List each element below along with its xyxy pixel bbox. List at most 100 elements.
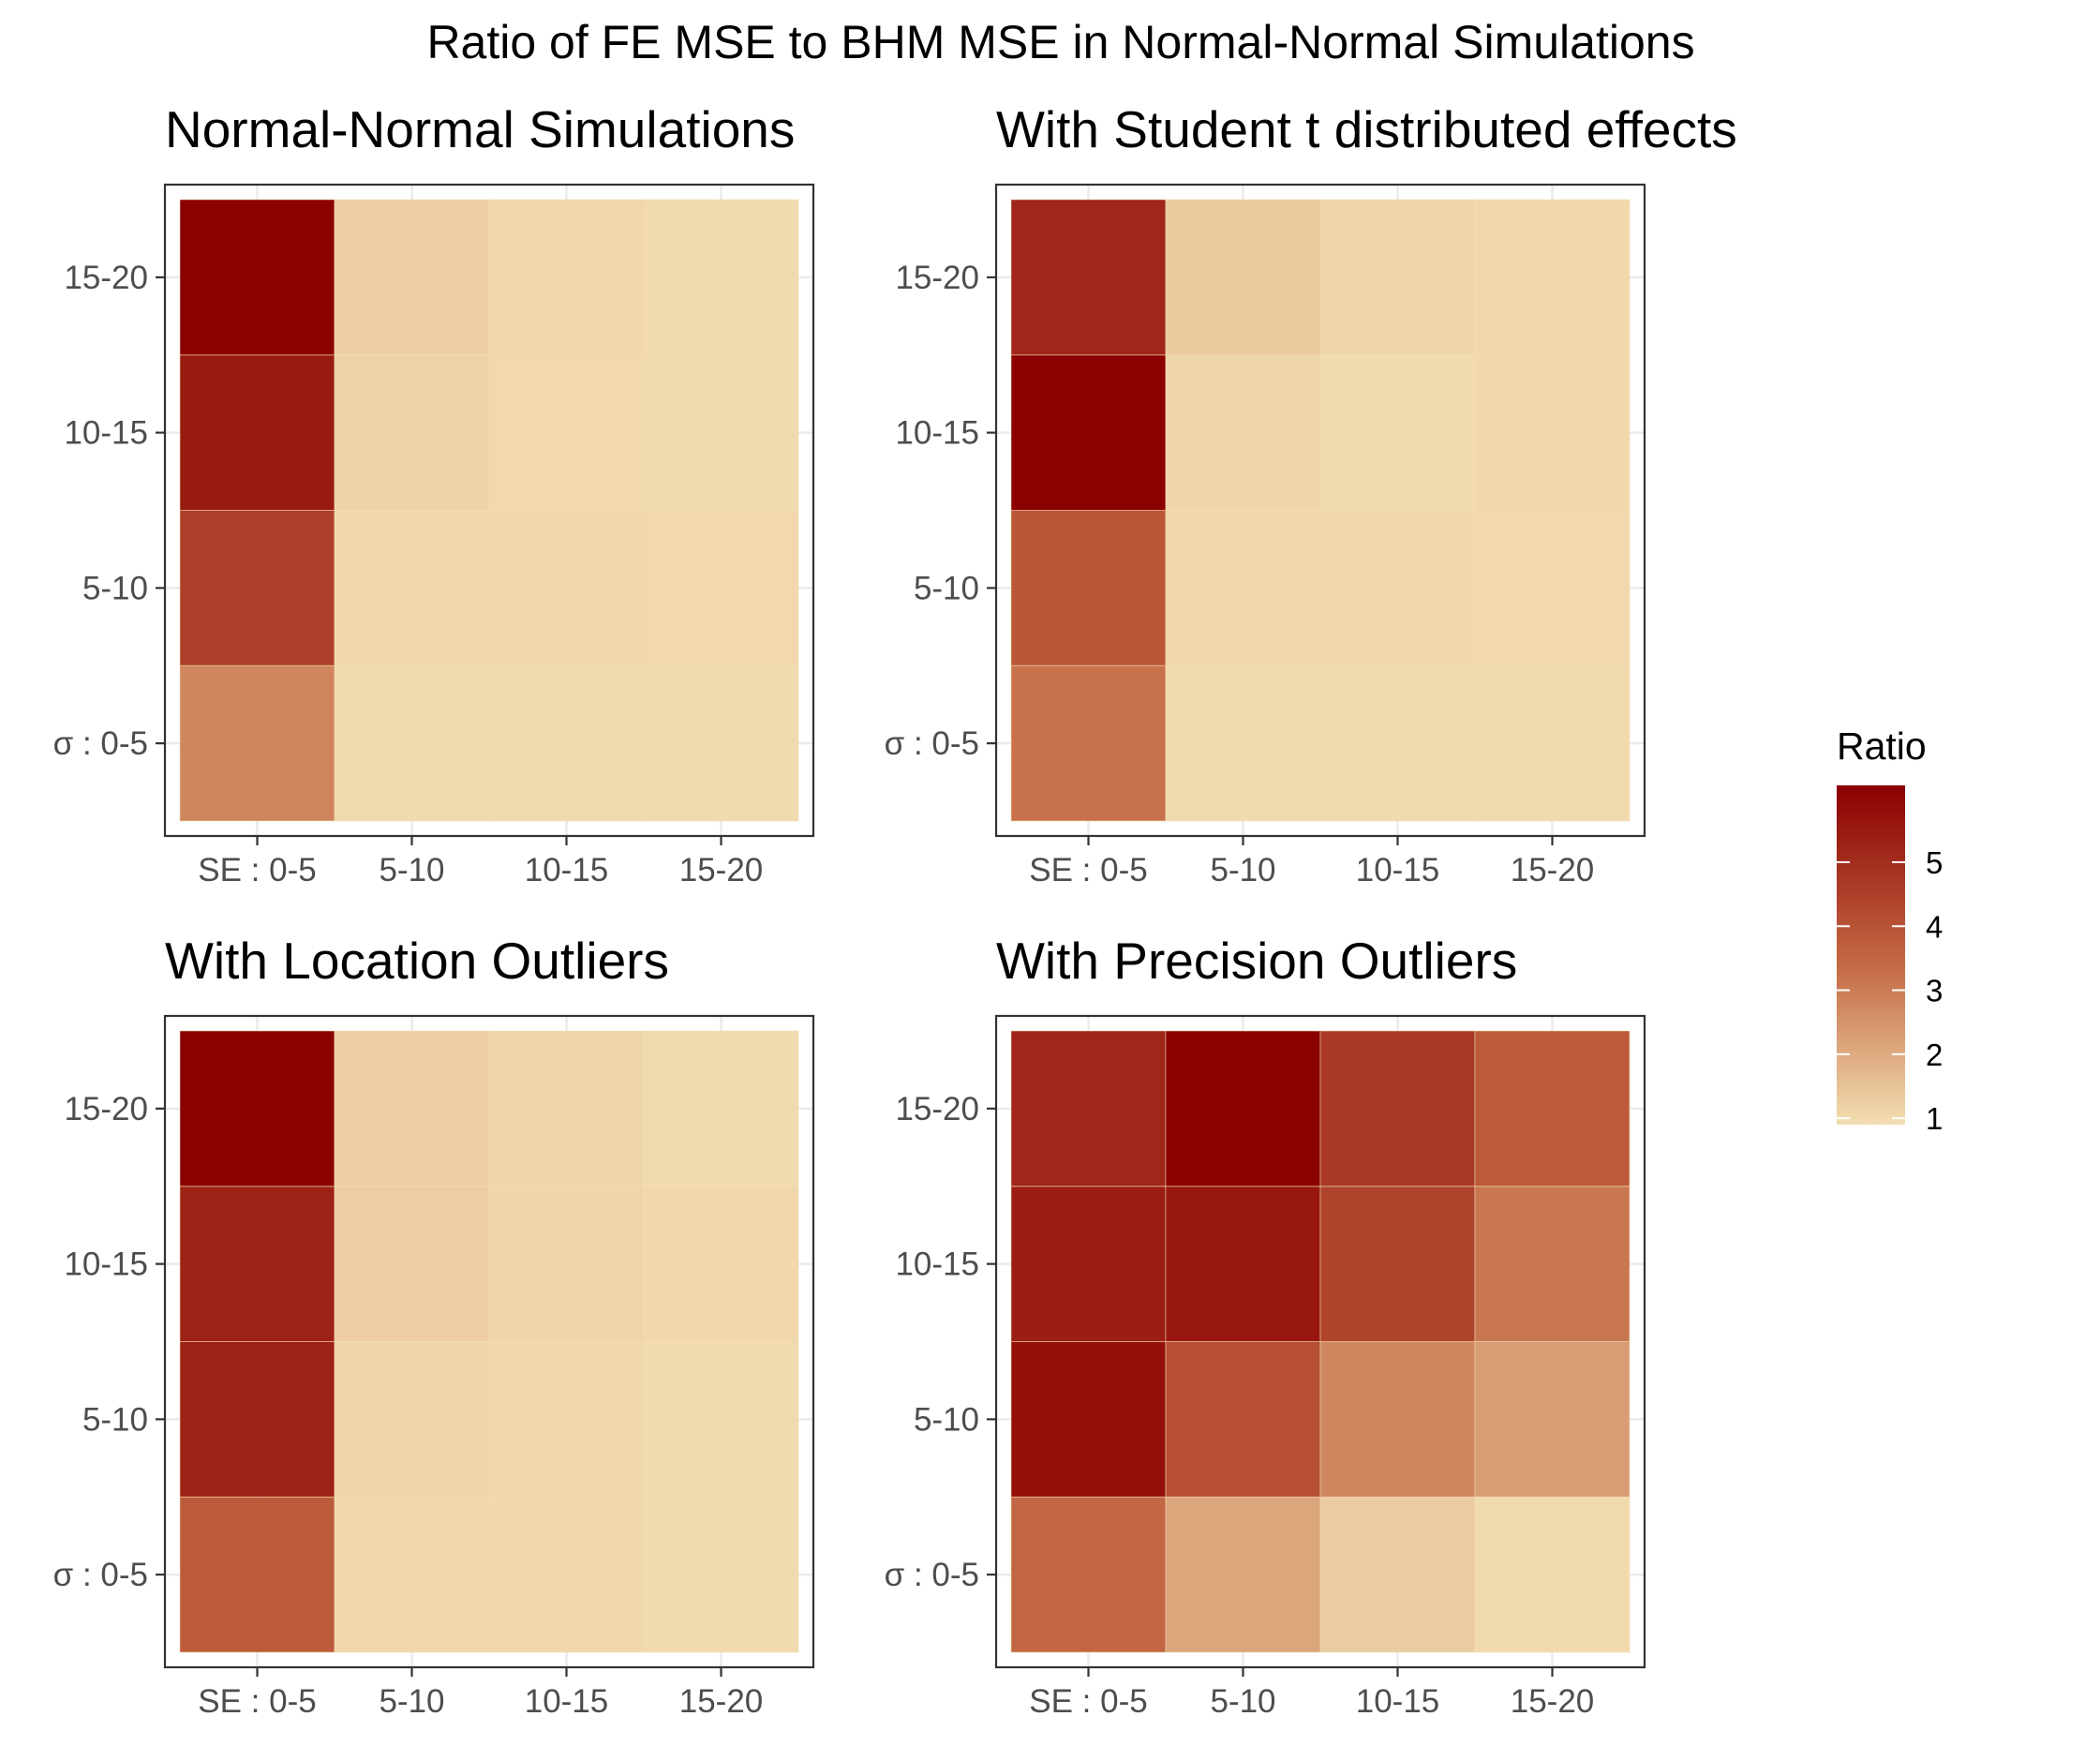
heatmap-cell: [334, 1341, 490, 1498]
heatmap-cell: [1010, 1341, 1167, 1498]
heatmap-cell: [1010, 510, 1167, 666]
heatmap-cell: [643, 1341, 799, 1498]
heatmap-cell: [1474, 1341, 1631, 1498]
y-tick-label: σ : 0-5: [53, 1557, 148, 1593]
y-tick-label: 15-20: [895, 1091, 979, 1127]
x-tick-label: SE : 0-5: [1029, 1683, 1147, 1720]
heatmap-cell: [1319, 199, 1476, 356]
x-tick-label: 10-15: [1356, 1683, 1440, 1720]
heatmap-cell: [334, 664, 490, 822]
heatmap-cell: [334, 1186, 490, 1342]
x-tick-label: 15-20: [679, 852, 764, 888]
heatmap-cell: [488, 1496, 645, 1653]
panel-title: With Student t distributed effects: [996, 100, 1737, 158]
y-tick-label: 10-15: [64, 1246, 148, 1283]
panel-title: With Location Outliers: [165, 932, 669, 990]
heatmap-cell: [488, 1186, 645, 1342]
panel-2: With Student t distributed effects SE : 0…: [885, 100, 1737, 888]
heatmap-cell: [488, 664, 645, 822]
heatmap-cell: [179, 1030, 335, 1187]
heatmap-cell: [1474, 354, 1631, 511]
panel-frame: [994, 183, 1646, 838]
heatmap-cell: [1165, 1186, 1321, 1342]
heatmap-cell: [1165, 199, 1321, 356]
heatmap-cell: [1319, 510, 1476, 666]
heatmap-cell: [334, 199, 490, 356]
heatmap-cell: [1010, 664, 1167, 822]
heatmap-cell: [643, 199, 799, 356]
heatmap-cell: [1319, 1030, 1476, 1187]
panel-title: With Precision Outliers: [996, 932, 1517, 990]
heatmap-cell: [1474, 199, 1631, 356]
heatmap-cell: [488, 1341, 645, 1498]
heatmap-cell: [179, 1341, 335, 1498]
heatmap-cell: [334, 354, 490, 511]
heatmap-cell: [179, 664, 335, 822]
x-tick-label: 10-15: [1356, 852, 1440, 888]
heatmap-cell: [643, 1030, 799, 1187]
y-tick-label: σ : 0-5: [53, 725, 148, 762]
heatmap-cell: [1010, 354, 1167, 511]
heatmap-cell: [1474, 664, 1631, 822]
legend-colorbar: [1837, 785, 1905, 1125]
heatmap-cell: [179, 1496, 335, 1653]
heatmap-cell: [1319, 1496, 1476, 1653]
x-tick-label: 5-10: [1210, 852, 1275, 888]
y-tick-label: 15-20: [895, 260, 979, 296]
heatmap-cell: [643, 354, 799, 511]
legend-break-label: 3: [1926, 974, 1943, 1008]
y-tick-label: 15-20: [64, 1091, 148, 1127]
heatmap-cell: [1165, 664, 1321, 822]
heatmap-cell: [488, 199, 645, 356]
x-tick-label: 15-20: [1511, 852, 1595, 888]
x-tick-label: SE : 0-5: [198, 852, 316, 888]
panel-frame: [163, 1014, 815, 1669]
heatmap-cell: [334, 510, 490, 666]
heatmap-cell: [1474, 1186, 1631, 1342]
panel-frame: [163, 183, 815, 838]
heatmap-cell: [643, 1186, 799, 1342]
heatmap-cell: [643, 1496, 799, 1653]
y-tick-label: 10-15: [895, 1246, 979, 1283]
legend-title: Ratio: [1837, 724, 1927, 768]
x-tick-label: 15-20: [679, 1683, 764, 1720]
heatmap-cell: [334, 1030, 490, 1187]
panels-group: Normal-Normal Simulations SE : 0-5 5-10 10-…: [53, 100, 1737, 1720]
heatmap-cell: [1319, 354, 1476, 511]
y-tick-label: 10-15: [64, 415, 148, 452]
legend-break-label: 4: [1926, 909, 1943, 944]
x-tick-label: SE : 0-5: [198, 1683, 316, 1720]
heatmap-cell: [179, 1186, 335, 1342]
figure-title: Ratio of FE MSE to BHM MSE in Normal-Nor…: [426, 16, 1694, 68]
panel-4: With Precision Outliers SE : 0-5 5-10 10-15…: [885, 932, 1646, 1720]
panel-frame: [994, 1014, 1646, 1669]
x-tick-label: 5-10: [379, 1683, 444, 1720]
heatmap-cell: [1165, 1030, 1321, 1187]
heatmap-cell: [1010, 1496, 1167, 1653]
heatmap-cell: [1010, 199, 1167, 356]
x-tick-label: 5-10: [1210, 1683, 1275, 1720]
y-tick-label: 5-10: [914, 570, 979, 606]
legend: Ratio 1 2 3 4 5: [1837, 724, 1943, 1136]
legend-break-label: 5: [1926, 845, 1943, 880]
y-tick-label: 5-10: [82, 570, 148, 606]
heatmap-cell: [179, 510, 335, 666]
heatmap-cell: [643, 664, 799, 822]
heatmap-cell: [1319, 1186, 1476, 1342]
heatmap-cell: [488, 1030, 645, 1187]
heatmap-cell: [179, 199, 335, 356]
heatmap-cell: [1474, 1030, 1631, 1187]
heatmap-cell: [1165, 1341, 1321, 1498]
heatmap-cell: [179, 354, 335, 511]
panel-3: With Location Outliers SE : 0-5 5-10 10-15 1…: [53, 932, 815, 1720]
legend-break-label: 1: [1926, 1101, 1943, 1136]
x-tick-label: 5-10: [379, 852, 444, 888]
y-tick-label: σ : 0-5: [885, 725, 979, 762]
y-tick-label: 5-10: [914, 1401, 979, 1438]
heatmap-cell: [1319, 1341, 1476, 1498]
panel-title: Normal-Normal Simulations: [165, 100, 795, 158]
heatmap-cell: [488, 354, 645, 511]
heatmap-cell: [1165, 510, 1321, 666]
heatmap-cell: [1165, 354, 1321, 511]
